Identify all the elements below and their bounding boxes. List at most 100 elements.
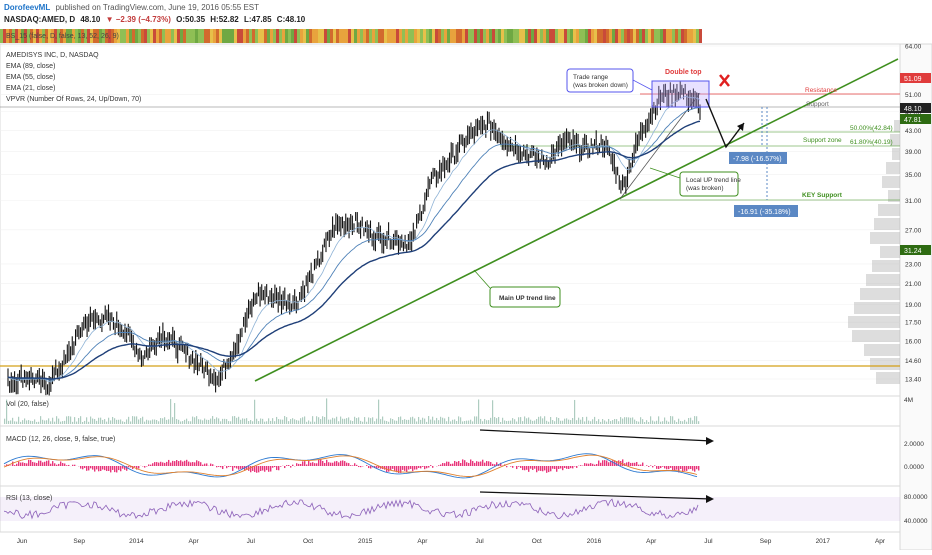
macd-hist-bar [410, 466, 411, 469]
macd-hist-bar [280, 466, 281, 467]
volume-bar [376, 419, 377, 424]
volume-bar [300, 418, 301, 424]
macd-hist-bar [80, 466, 81, 469]
x-tick-label: Oct [303, 538, 313, 545]
macd-hist-bar [102, 466, 103, 470]
volume-bar [696, 416, 697, 424]
macd-hist-bar [50, 464, 51, 466]
macd-hist-bar [316, 463, 317, 466]
strip-cell [216, 29, 219, 43]
macd-hist-bar [546, 466, 547, 473]
volume-bar [470, 420, 471, 424]
volume-bar [280, 419, 281, 424]
volume-bar [12, 418, 13, 424]
macd-hist-bar [112, 466, 113, 470]
volume-bar [310, 422, 311, 424]
macd-hist-bar [512, 466, 513, 468]
macd-hist-bar [688, 466, 689, 469]
macd-hist-bar [352, 465, 353, 466]
macd-hist-bar [334, 461, 335, 466]
strip-cell [678, 29, 681, 43]
strip-cell [123, 29, 126, 43]
key-support-label: KEY Support [802, 192, 843, 199]
strip-cell [126, 29, 129, 43]
volume-bar [498, 417, 499, 424]
volume-bar [80, 416, 81, 424]
macd-hist-bar [468, 463, 469, 466]
vpvr-bar [878, 204, 900, 216]
macd-hist-bar [200, 462, 201, 466]
volume-bar [174, 403, 175, 424]
volume-bar [524, 416, 525, 424]
volume-bar [330, 420, 331, 424]
strip-cell [375, 29, 378, 43]
strip-cell [219, 29, 222, 43]
volume-bar [538, 417, 539, 424]
volume-bar [74, 417, 75, 424]
strip-cell [408, 29, 411, 43]
macd-hist-bar [392, 466, 393, 469]
macd-hist-bar [458, 461, 459, 466]
strip-cell [174, 29, 177, 43]
macd-hist-bar [694, 466, 695, 472]
volume-bar [304, 416, 305, 424]
strip-cell [180, 29, 183, 43]
volume-bar [92, 419, 93, 424]
svg-text:DorofeevML published on Tr: DorofeevML published on TradingView.com,… [4, 3, 259, 12]
macd-divergence-line[interactable] [480, 430, 712, 441]
macd-hist-bar [486, 461, 487, 466]
volume-bar [272, 418, 273, 424]
volume-bar [196, 416, 197, 424]
strip-cell [687, 29, 690, 43]
vpvr-bar [854, 302, 900, 314]
y-tick-label: 14.60 [905, 358, 922, 365]
main-up-trendline[interactable] [255, 59, 898, 381]
macd-hist-bar [232, 466, 233, 471]
volume-bar [368, 417, 369, 424]
strip-cell [405, 29, 408, 43]
volume-bar [410, 417, 411, 424]
strip-cell [312, 29, 315, 43]
macd-hist-bar [676, 466, 677, 470]
volume-bar [380, 419, 381, 424]
volume-bar [594, 417, 595, 424]
vpvr-bar [886, 162, 900, 174]
drop1-label: -7.98 (-16.57%) [733, 156, 782, 163]
volume-bar [670, 416, 671, 424]
volume-bar [656, 421, 657, 424]
local-trend-callout[interactable] [680, 172, 738, 196]
strip-cell [516, 29, 519, 43]
strip-cell [147, 29, 150, 43]
macd-hist-bar [82, 466, 83, 469]
macd-hist-bar [350, 465, 351, 466]
volume-bar [8, 421, 9, 424]
macd-hist-bar [276, 466, 277, 470]
macd-hist-bar [632, 463, 633, 466]
rsi-tick-low: 40.0000 [904, 518, 928, 525]
macd-hist-bar [58, 464, 59, 466]
volume-bar [36, 422, 37, 424]
strip-cell [501, 29, 504, 43]
macd-hist-bar [60, 462, 61, 466]
macd-hist-bar [418, 466, 419, 468]
macd-hist-bar [174, 461, 175, 466]
vpvr-bar [870, 358, 900, 370]
volume-bar [64, 421, 65, 424]
strip-cell [396, 29, 399, 43]
strip-cell [657, 29, 660, 43]
macd-hist-bar [484, 463, 485, 466]
strip-cell [543, 29, 546, 43]
x-tick-label: Sep [760, 538, 772, 545]
volume-bar [364, 417, 365, 424]
rsi-band [0, 497, 900, 521]
strip-cell [630, 29, 633, 43]
volume-bar [270, 421, 271, 424]
trade-range-box[interactable] [652, 81, 709, 107]
strip-cell [378, 29, 381, 43]
macd-hist-bar [684, 466, 685, 471]
macd-hist-bar [180, 460, 181, 466]
strip-cell [423, 29, 426, 43]
strip-cell [330, 29, 333, 43]
volume-bar [30, 421, 31, 424]
